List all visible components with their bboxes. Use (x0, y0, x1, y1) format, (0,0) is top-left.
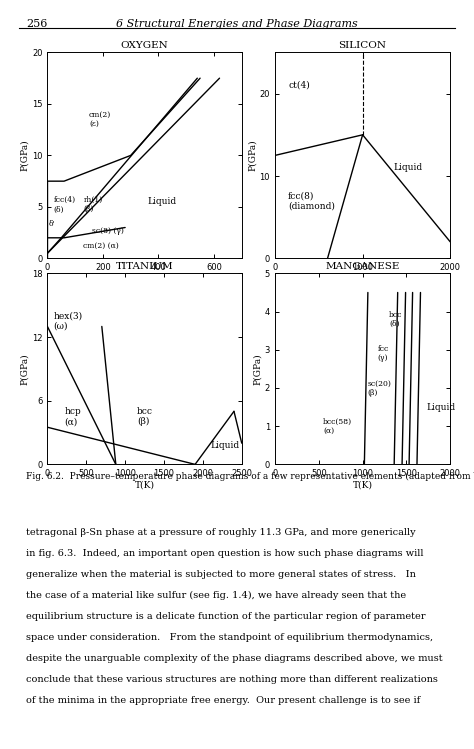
Title: OXYGEN: OXYGEN (121, 41, 168, 50)
X-axis label: T(K): T(K) (353, 275, 373, 284)
Text: 6 Structural Energies and Phase Diagrams: 6 Structural Energies and Phase Diagrams (116, 19, 358, 29)
Text: Fig. 6.2.  Pressure–temperature phase diagrams of a few representative elements : Fig. 6.2. Pressure–temperature phase dia… (26, 472, 474, 481)
Text: ct(4): ct(4) (288, 81, 310, 90)
Text: the case of a material like sulfur (see fig. 1.4), we have already seen that the: the case of a material like sulfur (see … (26, 591, 406, 600)
Text: sc(20)
(β): sc(20) (β) (368, 380, 392, 396)
Text: Liquid: Liquid (427, 402, 456, 412)
Title: TITANIUM: TITANIUM (116, 262, 173, 271)
Text: rh(1)
(β): rh(1) (β) (83, 196, 103, 213)
Y-axis label: P(GPa): P(GPa) (20, 139, 29, 172)
Text: bcc(58)
(α): bcc(58) (α) (323, 418, 352, 434)
Text: δ': δ' (48, 220, 55, 228)
Text: Liquid: Liquid (147, 197, 176, 206)
Text: bcc
(δ): bcc (δ) (389, 311, 402, 328)
Text: equilibrium structure is a delicate function of the particular region of paramet: equilibrium structure is a delicate func… (26, 612, 426, 621)
Y-axis label: P(GPa): P(GPa) (253, 353, 262, 385)
X-axis label: T(K): T(K) (135, 275, 155, 284)
Text: conclude that these various structures are nothing more than different realizati: conclude that these various structures a… (26, 675, 438, 684)
Title: MANGANESE: MANGANESE (326, 262, 400, 271)
Text: bcc
(β): bcc (β) (137, 407, 153, 426)
Y-axis label: P(GPa): P(GPa) (248, 139, 257, 172)
X-axis label: T(K): T(K) (135, 481, 155, 490)
Title: SILICON: SILICON (338, 41, 387, 50)
Y-axis label: P(GPa): P(GPa) (20, 353, 29, 385)
Text: fcc(8)
(diamond): fcc(8) (diamond) (288, 191, 335, 210)
Text: Liquid: Liquid (393, 163, 422, 172)
Text: despite the unarguable complexity of the phase diagrams described above, we must: despite the unarguable complexity of the… (26, 654, 443, 663)
Text: in fig. 6.3.  Indeed, an important open question is how such phase diagrams will: in fig. 6.3. Indeed, an important open q… (26, 549, 424, 558)
X-axis label: T(K): T(K) (353, 481, 373, 490)
Text: tetragonal β-Sn phase at a pressure of roughly 11.3 GPa, and more generically: tetragonal β-Sn phase at a pressure of r… (26, 528, 416, 537)
Text: hex(3)
(ω): hex(3) (ω) (54, 312, 83, 331)
Text: 256: 256 (26, 19, 47, 29)
Text: sc(8) (γ): sc(8) (γ) (92, 227, 124, 234)
Text: fcc
(γ): fcc (γ) (377, 345, 389, 363)
Text: cm(2)
(ε): cm(2) (ε) (89, 111, 111, 128)
Text: cm(2) (α): cm(2) (α) (83, 242, 119, 250)
Text: Liquid: Liquid (210, 440, 240, 450)
Text: hcp
(α): hcp (α) (64, 407, 81, 426)
Text: of the minima in the appropriate free energy.  Our present challenge is to see i: of the minima in the appropriate free en… (26, 696, 420, 705)
Text: space under consideration.   From the standpoint of equilibrium thermodynamics,: space under consideration. From the stan… (26, 633, 433, 642)
Text: fcc(4)
(δ): fcc(4) (δ) (54, 196, 76, 213)
Text: generalize when the material is subjected to more general states of stress.   In: generalize when the material is subjecte… (26, 570, 416, 579)
